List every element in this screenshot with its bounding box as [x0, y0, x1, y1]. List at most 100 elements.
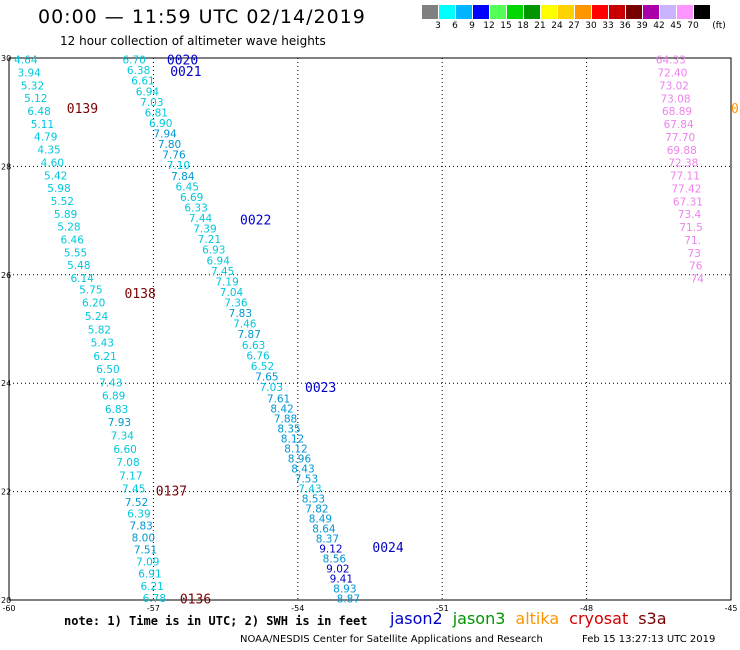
wave-height-value: 8.56: [323, 553, 347, 565]
x-tick-label: -57: [147, 604, 160, 613]
wave-height-value: 7.44: [189, 213, 213, 225]
wave-height-value: 8.43: [291, 463, 314, 475]
y-tick-label: 28: [1, 162, 11, 171]
wave-height-value: 7.83: [229, 308, 252, 320]
wave-height-value: 6.89: [102, 391, 125, 403]
legend-label: 30: [585, 21, 597, 31]
wave-height-value: 7.65: [255, 371, 278, 383]
legend-swatch: [439, 5, 455, 19]
wave-height-value: 4.35: [37, 145, 60, 157]
legend-swatch: [660, 5, 676, 19]
satellite-name: altika: [515, 609, 560, 628]
wave-height-value: 6.46: [61, 235, 85, 247]
wave-height-value: 7.82: [305, 503, 328, 515]
legend-swatch: [626, 5, 642, 19]
wave-height-value: 7.43: [99, 377, 122, 389]
wave-height-value: 6.48: [27, 106, 50, 118]
legend-label: 33: [602, 21, 614, 31]
wave-height-value: 7.04: [220, 287, 244, 299]
legend-label: 24: [551, 21, 563, 31]
wave-height-value: 5.11: [31, 119, 54, 131]
wave-height-value: 67.31: [673, 196, 703, 208]
wave-height-value: 7.93: [108, 417, 131, 429]
wave-height-value: 7.76: [162, 150, 186, 162]
wave-height-value: 7.03: [140, 97, 163, 109]
legend-label: 9: [469, 21, 475, 31]
wave-height-value: 71.: [684, 235, 701, 247]
wave-height-value: 8.93: [333, 583, 356, 595]
wave-height-value: 7.80: [158, 139, 181, 151]
wave-height-value: 6.60: [113, 444, 136, 456]
wave-height-value: 7.03: [260, 382, 283, 394]
wave-height-value: 7.52: [125, 497, 148, 509]
legend-label: 6: [452, 21, 458, 31]
wave-height-value: 7.84: [171, 171, 195, 183]
wave-height-value: 5.82: [88, 324, 111, 336]
wave-height-value: 5.52: [51, 196, 74, 208]
legend-label: 36: [619, 21, 631, 31]
y-tick-label: 24: [1, 379, 11, 388]
wave-height-value: 6.21: [93, 351, 116, 363]
wave-height-value: 6.33: [184, 202, 207, 214]
wave-height-value: 7.10: [167, 160, 190, 172]
legend-swatch: [422, 5, 438, 19]
legend-label: 12: [483, 21, 495, 31]
track-label: 0021: [170, 65, 201, 80]
wave-height-value: 72.40: [657, 68, 687, 80]
timestamp-text: Feb 15 13:27:13 UTC 2019: [582, 634, 716, 645]
wave-height-value: 77.42: [671, 183, 701, 195]
map-frame: [8, 57, 732, 601]
y-tick-label: 22: [1, 488, 11, 497]
wave-height-value: 73.08: [660, 93, 690, 105]
wave-height-value: 8.00: [132, 532, 155, 544]
wave-height-value: 6.81: [145, 107, 168, 119]
wave-height-value: 7.19: [215, 276, 238, 288]
legend-swatch: [643, 5, 659, 19]
wave-height-value: 5.55: [64, 247, 87, 259]
track-label: 0138: [125, 287, 156, 302]
legend-label: 15: [500, 21, 512, 31]
satellite-name: jason3: [452, 609, 506, 628]
wave-height-value: 6.90: [149, 118, 172, 130]
wave-height-value: 73.4: [678, 209, 702, 221]
wave-height-value: 6.20: [82, 298, 105, 310]
track-label: 0020: [167, 54, 198, 69]
legend-swatch: [473, 5, 489, 19]
wave-height-value: 7.36: [224, 298, 248, 310]
wave-height-value: 5.32: [21, 80, 44, 92]
wave-height-value: 8.53: [302, 493, 325, 505]
wave-height-value: 5.43: [91, 338, 114, 350]
legend-swatch: [507, 5, 523, 19]
wave-height-value: 9.12: [319, 543, 342, 555]
x-tick-label: -45: [724, 604, 737, 613]
legend-label: 3: [435, 21, 441, 31]
wave-height-value: 4.64: [14, 55, 38, 67]
wave-height-value: 6.93: [202, 245, 225, 257]
wave-height-value: 8.49: [309, 513, 332, 525]
wave-height-value: 7.87: [238, 329, 261, 341]
wave-height-value: 7.88: [274, 413, 297, 425]
track-label: 0022: [240, 214, 271, 229]
wave-height-value: 7.83: [129, 520, 152, 532]
wave-height-value: 68.89: [662, 106, 692, 118]
x-tick-label: -51: [436, 604, 449, 613]
satellite-name: s3a: [638, 609, 667, 628]
footer-note: note: 1) Time is in UTC; 2) SWH is in fe…: [64, 614, 368, 628]
wave-height-value: 9.41: [330, 573, 353, 585]
wave-height-value: 7.94: [153, 129, 177, 141]
legend-swatch: [575, 5, 591, 19]
wave-height-value: 5.24: [85, 311, 109, 323]
wave-height-value: 6.70: [122, 55, 145, 67]
wave-height-value: 6.94: [207, 255, 231, 267]
wave-height-value: 6.91: [138, 569, 161, 581]
wave-height-value: 77.70: [665, 132, 695, 144]
legend-swatch: [524, 5, 540, 19]
wave-height-value: 8.12: [281, 433, 304, 445]
legend-swatch: [694, 5, 710, 19]
wave-height-value: 8.42: [270, 403, 293, 415]
wave-height-value: 7.34: [111, 431, 135, 443]
wave-height-value: 7.08: [116, 457, 139, 469]
wave-height-value: 7.21: [198, 234, 221, 246]
legend-swatch: [609, 5, 625, 19]
